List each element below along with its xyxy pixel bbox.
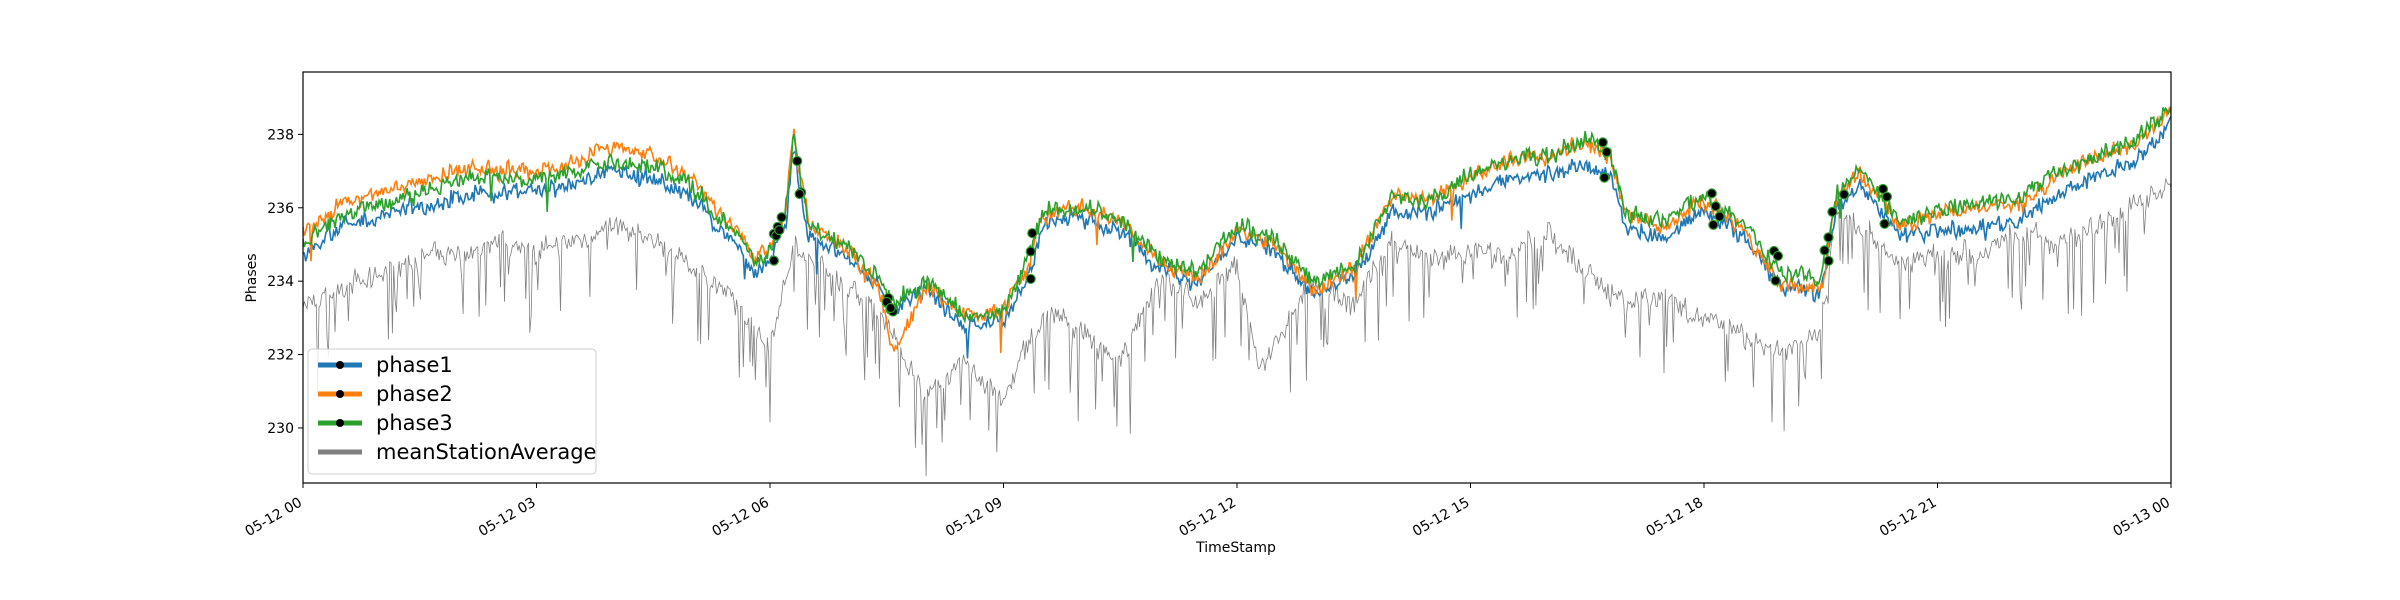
anomaly-marker (1838, 189, 1850, 200)
anomaly-marker (776, 212, 787, 223)
anomaly-marker (1025, 273, 1036, 285)
legend-marker-phase2 (336, 390, 344, 398)
anomaly-marker-layer (768, 137, 1893, 317)
anomaly-marker (1819, 245, 1830, 256)
anomaly-marker (794, 188, 805, 200)
legend-marker-phase3 (336, 419, 344, 427)
anomaly-marker (1879, 218, 1890, 229)
anomaly-marker (1025, 246, 1036, 257)
anomaly-marker (1770, 275, 1781, 286)
legend-label-phase1: phase1 (376, 353, 453, 377)
anomaly-marker (1708, 219, 1719, 231)
y-tick-label: 230 (267, 421, 294, 437)
anomaly-marker (1823, 232, 1834, 243)
y-tick-label: 232 (267, 348, 294, 364)
legend-box (307, 348, 597, 475)
legend-label-phase2: phase2 (376, 382, 453, 406)
series-layer (303, 106, 2171, 477)
legend-label-meanStationAverage: meanStationAverage (376, 440, 596, 464)
anomaly-marker (1601, 146, 1612, 158)
anomaly-marker (774, 225, 785, 236)
anomaly-marker (1881, 191, 1893, 202)
anomaly-marker (1827, 206, 1838, 217)
anomaly-marker (1599, 172, 1610, 183)
y-tick-label: 238 (267, 127, 294, 143)
anomaly-marker (1027, 228, 1038, 239)
anomaly-marker (768, 255, 779, 266)
anomaly-marker (1597, 137, 1608, 148)
anomaly-marker (1772, 250, 1784, 262)
y-tick-label: 234 (267, 274, 294, 290)
anomaly-marker (792, 155, 803, 167)
legend-marker-phase1 (336, 361, 344, 369)
y-axis: 230 232 234 236 238 (267, 127, 303, 437)
anomaly-marker (1710, 201, 1721, 212)
anomaly-marker (1706, 188, 1717, 199)
y-axis-title: Phases (244, 253, 260, 302)
series-line-phase3 (303, 106, 2171, 325)
series-line-meanStationAverage (303, 178, 2171, 477)
legend: phase1 phase2 phase3 meanStationAverage (307, 348, 597, 475)
y-tick-label: 236 (267, 201, 294, 217)
legend-label-phase3: phase3 (376, 411, 453, 435)
anomaly-marker (885, 302, 896, 314)
legend-items: phase1 phase2 phase3 meanStationAverage (318, 353, 596, 464)
anomaly-marker (1823, 255, 1834, 266)
x-axis-title: TimeStamp (1195, 540, 1276, 556)
anomaly-marker (1714, 211, 1725, 222)
